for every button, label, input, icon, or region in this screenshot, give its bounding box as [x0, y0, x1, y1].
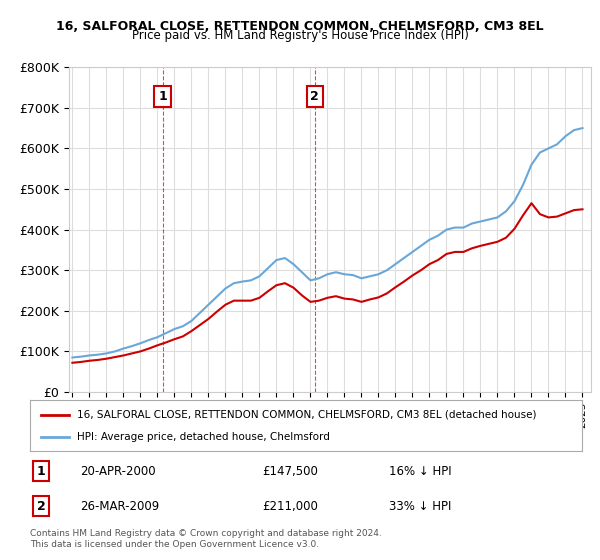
Text: Price paid vs. HM Land Registry's House Price Index (HPI): Price paid vs. HM Land Registry's House … — [131, 29, 469, 42]
Text: HPI: Average price, detached house, Chelmsford: HPI: Average price, detached house, Chel… — [77, 432, 330, 442]
Text: 2: 2 — [310, 90, 319, 103]
Text: 1: 1 — [158, 90, 167, 103]
Text: 16% ↓ HPI: 16% ↓ HPI — [389, 465, 451, 478]
Text: 2: 2 — [37, 500, 46, 512]
Text: £147,500: £147,500 — [262, 465, 318, 478]
Text: 33% ↓ HPI: 33% ↓ HPI — [389, 500, 451, 512]
Text: 16, SALFORAL CLOSE, RETTENDON COMMON, CHELMSFORD, CM3 8EL (detached house): 16, SALFORAL CLOSE, RETTENDON COMMON, CH… — [77, 409, 536, 419]
Text: Contains HM Land Registry data © Crown copyright and database right 2024.
This d: Contains HM Land Registry data © Crown c… — [30, 529, 382, 549]
Text: 20-APR-2000: 20-APR-2000 — [80, 465, 155, 478]
Text: 16, SALFORAL CLOSE, RETTENDON COMMON, CHELMSFORD, CM3 8EL: 16, SALFORAL CLOSE, RETTENDON COMMON, CH… — [56, 20, 544, 32]
Text: £211,000: £211,000 — [262, 500, 318, 512]
Text: 26-MAR-2009: 26-MAR-2009 — [80, 500, 159, 512]
Text: 1: 1 — [37, 465, 46, 478]
